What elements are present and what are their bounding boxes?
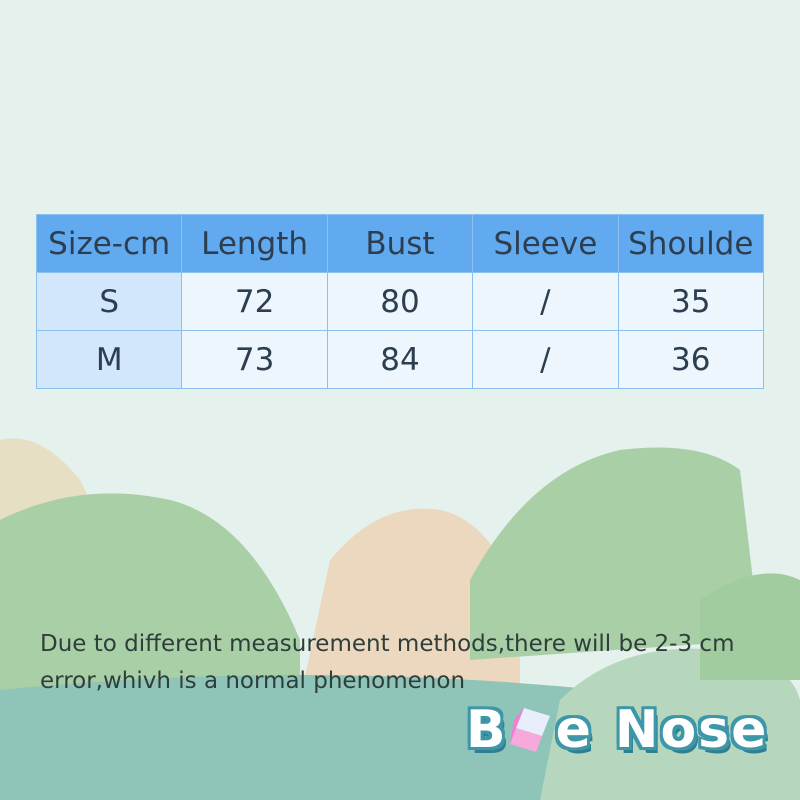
logo-part: Nose [614, 700, 769, 760]
cube-icon [509, 708, 550, 752]
table-row: S 72 80 / 35 [35, 272, 765, 331]
header-shoulder: Shoulde [617, 214, 765, 273]
logo-part: B [466, 700, 508, 760]
cell-size: S [35, 272, 183, 331]
size-table: Size-cm Length Bust Sleeve Shoulde S 72 … [35, 214, 765, 389]
logo-part: e [555, 700, 593, 760]
cell-shoulder: 35 [617, 272, 765, 331]
cell-length: 73 [181, 330, 328, 389]
header-bust: Bust [326, 214, 474, 273]
table-row: M 73 84 / 36 [35, 330, 765, 389]
cell-size: M [35, 330, 183, 389]
cell-sleeve: / [472, 272, 619, 331]
brand-logo: B e Nose [466, 700, 768, 760]
cell-bust: 84 [326, 330, 474, 389]
header-sleeve: Sleeve [472, 214, 619, 273]
measurement-note: Due to different measurement methods,the… [40, 631, 735, 694]
cell-length: 72 [181, 272, 328, 331]
table-header-row: Size-cm Length Bust Sleeve Shoulde [35, 214, 765, 273]
cell-shoulder: 36 [617, 330, 765, 389]
cell-sleeve: / [472, 330, 619, 389]
cell-bust: 80 [326, 272, 474, 331]
header-length: Length [181, 214, 328, 273]
header-size: Size-cm [35, 214, 183, 273]
